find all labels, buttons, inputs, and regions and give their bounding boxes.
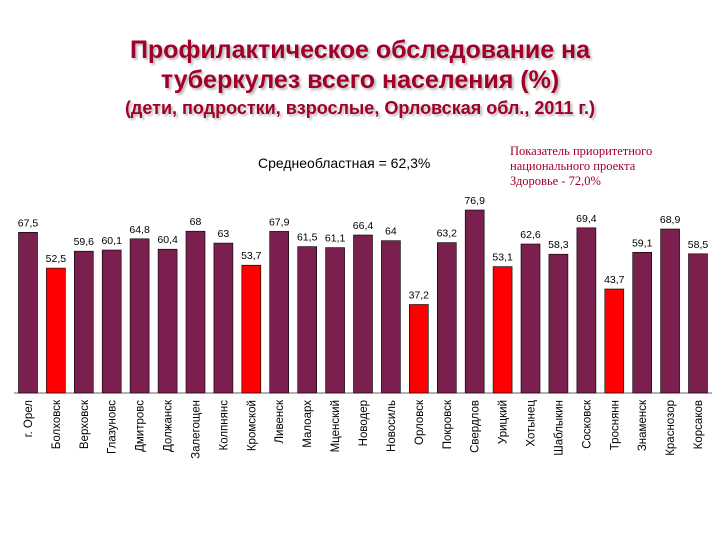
- value-label-8: 53,7: [241, 250, 262, 262]
- category-label-8: Кромской: [246, 400, 258, 451]
- category-label-11: Мценский: [330, 400, 342, 452]
- bars-group: [18, 209, 708, 394]
- category-label-15: Покровск: [442, 399, 454, 449]
- value-label-20: 69,4: [576, 213, 597, 225]
- bar-9: [269, 231, 290, 394]
- category-label-17: Урицкий: [498, 400, 510, 444]
- category-label-3: Глазуновс: [107, 400, 119, 454]
- value-label-12: 66,4: [353, 220, 374, 232]
- value-label-18: 62,6: [520, 229, 541, 241]
- category-label-7: Колпнянс: [218, 400, 230, 451]
- bar-2: [74, 250, 94, 394]
- category-label-12: Новодер: [358, 400, 370, 446]
- value-label-7: 63: [218, 228, 230, 240]
- value-label-4: 64,8: [129, 224, 150, 236]
- bar-24: [688, 253, 708, 394]
- bar-22: [632, 252, 653, 394]
- value-label-23: 68,9: [660, 214, 681, 226]
- regional-average-label: Среднеобластная = 62,3%: [258, 155, 431, 171]
- value-label-10: 61,5: [297, 232, 318, 244]
- bar-0: [18, 232, 38, 394]
- bar-3: [101, 249, 122, 394]
- category-label-18: Хотынец: [526, 400, 538, 447]
- bar-5: [157, 248, 178, 394]
- value-label-9: 67,9: [269, 216, 290, 228]
- category-label-5: Должанск: [163, 399, 175, 452]
- value-label-22: 59,1: [632, 237, 653, 249]
- bar-19: [548, 253, 569, 394]
- value-label-21: 43,7: [604, 274, 625, 286]
- bar-15: [436, 242, 457, 394]
- bar-21: [604, 288, 625, 394]
- chart-title-line2: туберкулез всего населения (%): [160, 66, 560, 94]
- category-label-9: Ливенск: [274, 399, 286, 443]
- value-label-24: 58,5: [688, 239, 709, 251]
- bar-10: [297, 246, 318, 394]
- category-label-21: Троснянн: [609, 400, 621, 450]
- bar-6: [185, 230, 206, 394]
- category-label-16: Свердлов: [470, 400, 482, 453]
- category-label-14: Орловск: [414, 399, 426, 445]
- bar-8: [241, 264, 262, 394]
- value-label-1: 52,5: [46, 253, 67, 265]
- bar-17: [492, 266, 513, 394]
- bar-14: [408, 304, 429, 394]
- category-label-24: Корсаков: [693, 400, 705, 449]
- value-label-19: 58,3: [548, 239, 569, 251]
- value-labels-group: 67,5 52,5 59,6 60,1 64,8 60,4 68 63 53,7 67,9 61,5…: [18, 195, 709, 302]
- chart-title-line1: Профилактическое обследование на: [129, 36, 591, 64]
- value-label-2: 59,6: [74, 236, 95, 248]
- category-label-13: Новосиль: [386, 400, 398, 452]
- priority-target-note: Показатель приоритетного национального п…: [510, 144, 653, 188]
- category-label-19: Шаблыкин: [553, 400, 565, 456]
- bar-12: [353, 234, 373, 394]
- category-label-0: г. Орел: [23, 400, 35, 437]
- category-labels-group: г. Орел Болховск Верховск Глазуновс Дмитровс…: [23, 399, 705, 459]
- value-label-17: 53,1: [492, 252, 513, 264]
- bar-20: [576, 227, 597, 394]
- category-label-1: Болховск: [51, 399, 63, 449]
- bar-11: [325, 247, 345, 394]
- value-label-5: 60,4: [157, 234, 178, 246]
- category-label-22: Знаменск: [637, 399, 649, 451]
- category-label-10: Малоарх: [302, 400, 314, 448]
- bar-13: [381, 240, 401, 394]
- value-label-14: 37,2: [409, 290, 430, 302]
- bar-4: [129, 238, 150, 394]
- value-label-3: 60,1: [101, 235, 122, 247]
- value-label-6: 68: [190, 216, 202, 228]
- bar-18: [520, 243, 541, 394]
- value-label-0: 67,5: [18, 217, 39, 229]
- bar-1: [46, 267, 66, 394]
- category-label-2: Верховск: [79, 399, 91, 449]
- category-label-23: Краснозор: [665, 400, 677, 456]
- category-label-20: Сосковск: [581, 399, 593, 449]
- value-label-11: 61,1: [325, 233, 346, 245]
- chart-subtitle: (дети, подростки, взрослые, Орловская об…: [124, 98, 596, 118]
- category-label-6: Залегощен: [191, 400, 203, 459]
- category-label-4: Дмитровс: [135, 400, 147, 452]
- value-label-16: 76,9: [464, 195, 485, 207]
- bar-7: [213, 242, 234, 394]
- bar-16: [464, 209, 485, 394]
- value-label-13: 64: [385, 226, 397, 238]
- value-label-15: 63,2: [437, 228, 458, 240]
- bar-23: [660, 228, 680, 394]
